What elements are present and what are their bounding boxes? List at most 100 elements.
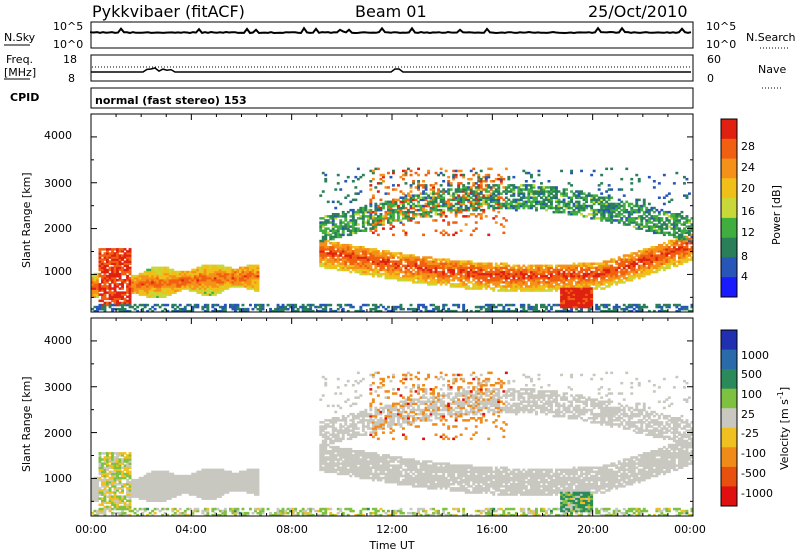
power-cell [567,182,571,185]
power-cell [334,225,338,228]
power-cell [630,264,634,268]
power-cell [151,293,155,296]
power-cell [512,309,516,313]
power-cell [655,219,659,222]
power-cell [108,295,112,298]
velocity-cell [93,489,97,492]
power-cell [469,309,473,313]
power-cell [108,285,112,288]
power-cell [376,264,380,268]
power-cell [414,274,418,278]
power-cell [336,303,340,307]
power-cell [118,274,122,278]
power-cell [407,260,410,263]
power-cell [341,227,345,230]
power-cell [444,262,448,265]
power-cell [509,309,513,313]
power-cell [113,279,117,282]
power-cell [339,223,343,226]
power-cell [198,276,202,280]
power-cell [108,252,112,255]
power-cell [93,279,97,282]
power-cell [369,248,373,251]
power-cell [477,305,481,309]
power-cell [329,215,333,218]
power-cell [630,260,634,263]
power-cell [610,260,614,263]
power-cell [484,281,488,284]
power-cell [111,268,114,272]
power-cell [667,305,671,309]
power-cell [206,264,210,268]
power-cell [690,305,694,309]
power-cell [376,272,380,276]
power-cell [499,281,503,284]
power-cell [494,305,498,309]
power-cell [585,301,588,305]
power-cell [148,270,152,274]
power-cell [291,303,295,307]
power-cell [213,276,217,280]
power-cell [577,192,581,195]
power-cell [507,303,511,307]
power-cell [346,250,350,253]
power-cell [234,268,237,272]
velocity-cell [101,491,104,494]
power-cell [126,262,129,265]
power-cell [615,219,619,222]
power-cell [131,276,134,280]
velocity-cell [98,497,102,500]
power-cell [499,287,503,290]
power-cell [678,254,681,257]
power-cell [532,264,536,268]
power-cell [221,309,225,313]
power-cell [321,239,325,243]
power-cell [672,241,676,245]
power-cell [522,192,526,195]
power-cell [582,274,586,278]
power-cell [602,215,606,218]
power-cell [216,283,220,286]
power-cell [404,264,408,268]
power-cell [474,270,478,274]
power-cell [324,239,328,243]
power-cell [354,221,358,224]
power-cell [482,188,486,191]
power-cell [678,233,681,237]
power-cell [675,250,679,253]
power-cell [236,274,240,278]
power-cell [331,266,335,270]
power-cell [600,279,604,282]
power-cell [361,270,365,274]
power-cell [459,266,463,270]
power-cell [665,210,669,214]
power-cell [339,250,343,253]
power-cell [635,200,639,204]
power-cell [479,270,483,274]
power-cell [477,276,481,280]
power-cell [356,250,360,253]
power-cell [414,270,418,274]
power-cell [234,283,237,286]
power-cell [617,262,621,265]
power-cell [96,307,99,311]
power-cell [417,184,420,187]
power-cell [530,202,533,206]
power-cell [452,233,456,237]
power-cell [572,297,576,301]
power-cell [685,231,689,235]
power-cell [376,274,380,278]
power-cell [602,196,606,199]
power-cell [690,303,694,307]
power-cell [627,260,631,263]
power-cell [580,266,583,270]
power-cell [640,272,644,276]
power-cell [161,295,165,298]
power-cell [612,202,616,206]
power-cell [675,219,679,222]
power-cell [622,206,626,210]
power-cell [647,208,651,212]
power-cell [447,258,451,261]
power-cell [655,254,659,257]
power-cell [575,200,578,204]
